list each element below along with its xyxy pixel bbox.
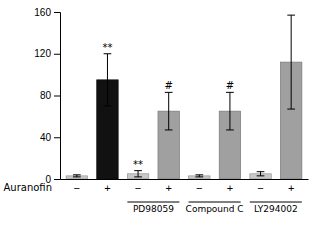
group-label: LY294002 — [254, 204, 298, 214]
x-axis-line — [61, 179, 309, 180]
error-cap — [257, 175, 265, 176]
y-tick-mark — [54, 137, 60, 138]
error-cap — [226, 129, 234, 130]
x-tick-label: + — [227, 182, 233, 194]
error-cap — [134, 170, 142, 171]
chart-container: 04080120160−+−+−+−+Auranofin****##PD9805… — [0, 0, 318, 225]
y-tick-label: 160 — [34, 7, 51, 18]
x-tick: − — [257, 179, 263, 194]
error-cap — [73, 176, 81, 177]
x-tick-label: + — [165, 182, 171, 194]
error-stem — [229, 92, 230, 130]
x-tick-label: + — [104, 182, 110, 194]
error-cap — [195, 176, 203, 177]
error-stem — [138, 171, 139, 177]
group-line — [250, 202, 302, 203]
y-tick: 80 — [40, 90, 60, 101]
annotation: # — [226, 80, 234, 91]
error-bar — [226, 92, 234, 130]
error-bar — [73, 175, 81, 177]
y-axis-line — [54, 13, 61, 180]
error-bar — [104, 54, 112, 106]
error-bar — [257, 172, 265, 176]
error-cap — [104, 105, 112, 106]
error-cap — [287, 15, 295, 16]
x-axis: − + − + − + − + — [61, 179, 309, 194]
error-stem — [168, 92, 169, 130]
chart-svg: 04080120160−+−+−+−+Auranofin****##PD9805… — [0, 0, 318, 225]
x-tick: + — [165, 179, 171, 194]
error-cap — [287, 109, 295, 110]
x-tick-label: − — [135, 182, 141, 194]
group-line — [127, 202, 179, 203]
y-tick: 40 — [40, 132, 60, 143]
error-bar — [195, 175, 203, 177]
x-tick-label: − — [74, 182, 80, 194]
y-tick: 160 — [34, 7, 60, 18]
x-tick: + — [227, 179, 233, 194]
x-tick: − — [135, 179, 141, 194]
annotation: ** — [102, 42, 112, 53]
annotation: ** — [133, 159, 143, 170]
y-tick-mark — [54, 54, 60, 55]
y-axis: 04080120160 — [34, 7, 60, 185]
error-cap — [165, 129, 173, 130]
y-tick: 120 — [34, 48, 60, 59]
error-cap — [73, 174, 81, 175]
x-label: Auranofin — [3, 182, 52, 193]
error-cap — [257, 171, 265, 172]
error-cap — [104, 53, 112, 54]
x-tick: + — [288, 179, 294, 194]
y-tick-label: 120 — [34, 48, 51, 59]
group-label: PD98059 — [133, 204, 174, 214]
error-cap — [165, 92, 173, 93]
error-cap — [195, 174, 203, 175]
error-bar — [287, 15, 295, 109]
x-tick: + — [104, 179, 110, 194]
x-tick: − — [196, 179, 202, 194]
y-tick-label: 80 — [40, 90, 52, 101]
y-tick-mark — [54, 96, 60, 97]
y-tick-mark — [54, 179, 60, 180]
marks — [66, 15, 302, 179]
plot: 04080120160−+−+−+−+Auranofin****##PD9805… — [3, 7, 308, 215]
x-tick-label: − — [196, 182, 202, 194]
error-stem — [291, 15, 292, 109]
x-tick-label: + — [288, 182, 294, 194]
error-bar — [134, 171, 142, 177]
error-stem — [107, 54, 108, 106]
group-line — [189, 202, 241, 203]
error-cap — [134, 176, 142, 177]
error-stem — [260, 172, 261, 176]
x-tick-label: − — [257, 182, 263, 194]
annotation: # — [164, 80, 172, 91]
x-tick: − — [74, 179, 80, 194]
error-cap — [226, 92, 234, 93]
error-bar — [165, 92, 173, 130]
y-tick-mark — [54, 12, 60, 13]
y-tick-label: 40 — [40, 132, 52, 143]
group-label: Compound C — [186, 204, 244, 214]
